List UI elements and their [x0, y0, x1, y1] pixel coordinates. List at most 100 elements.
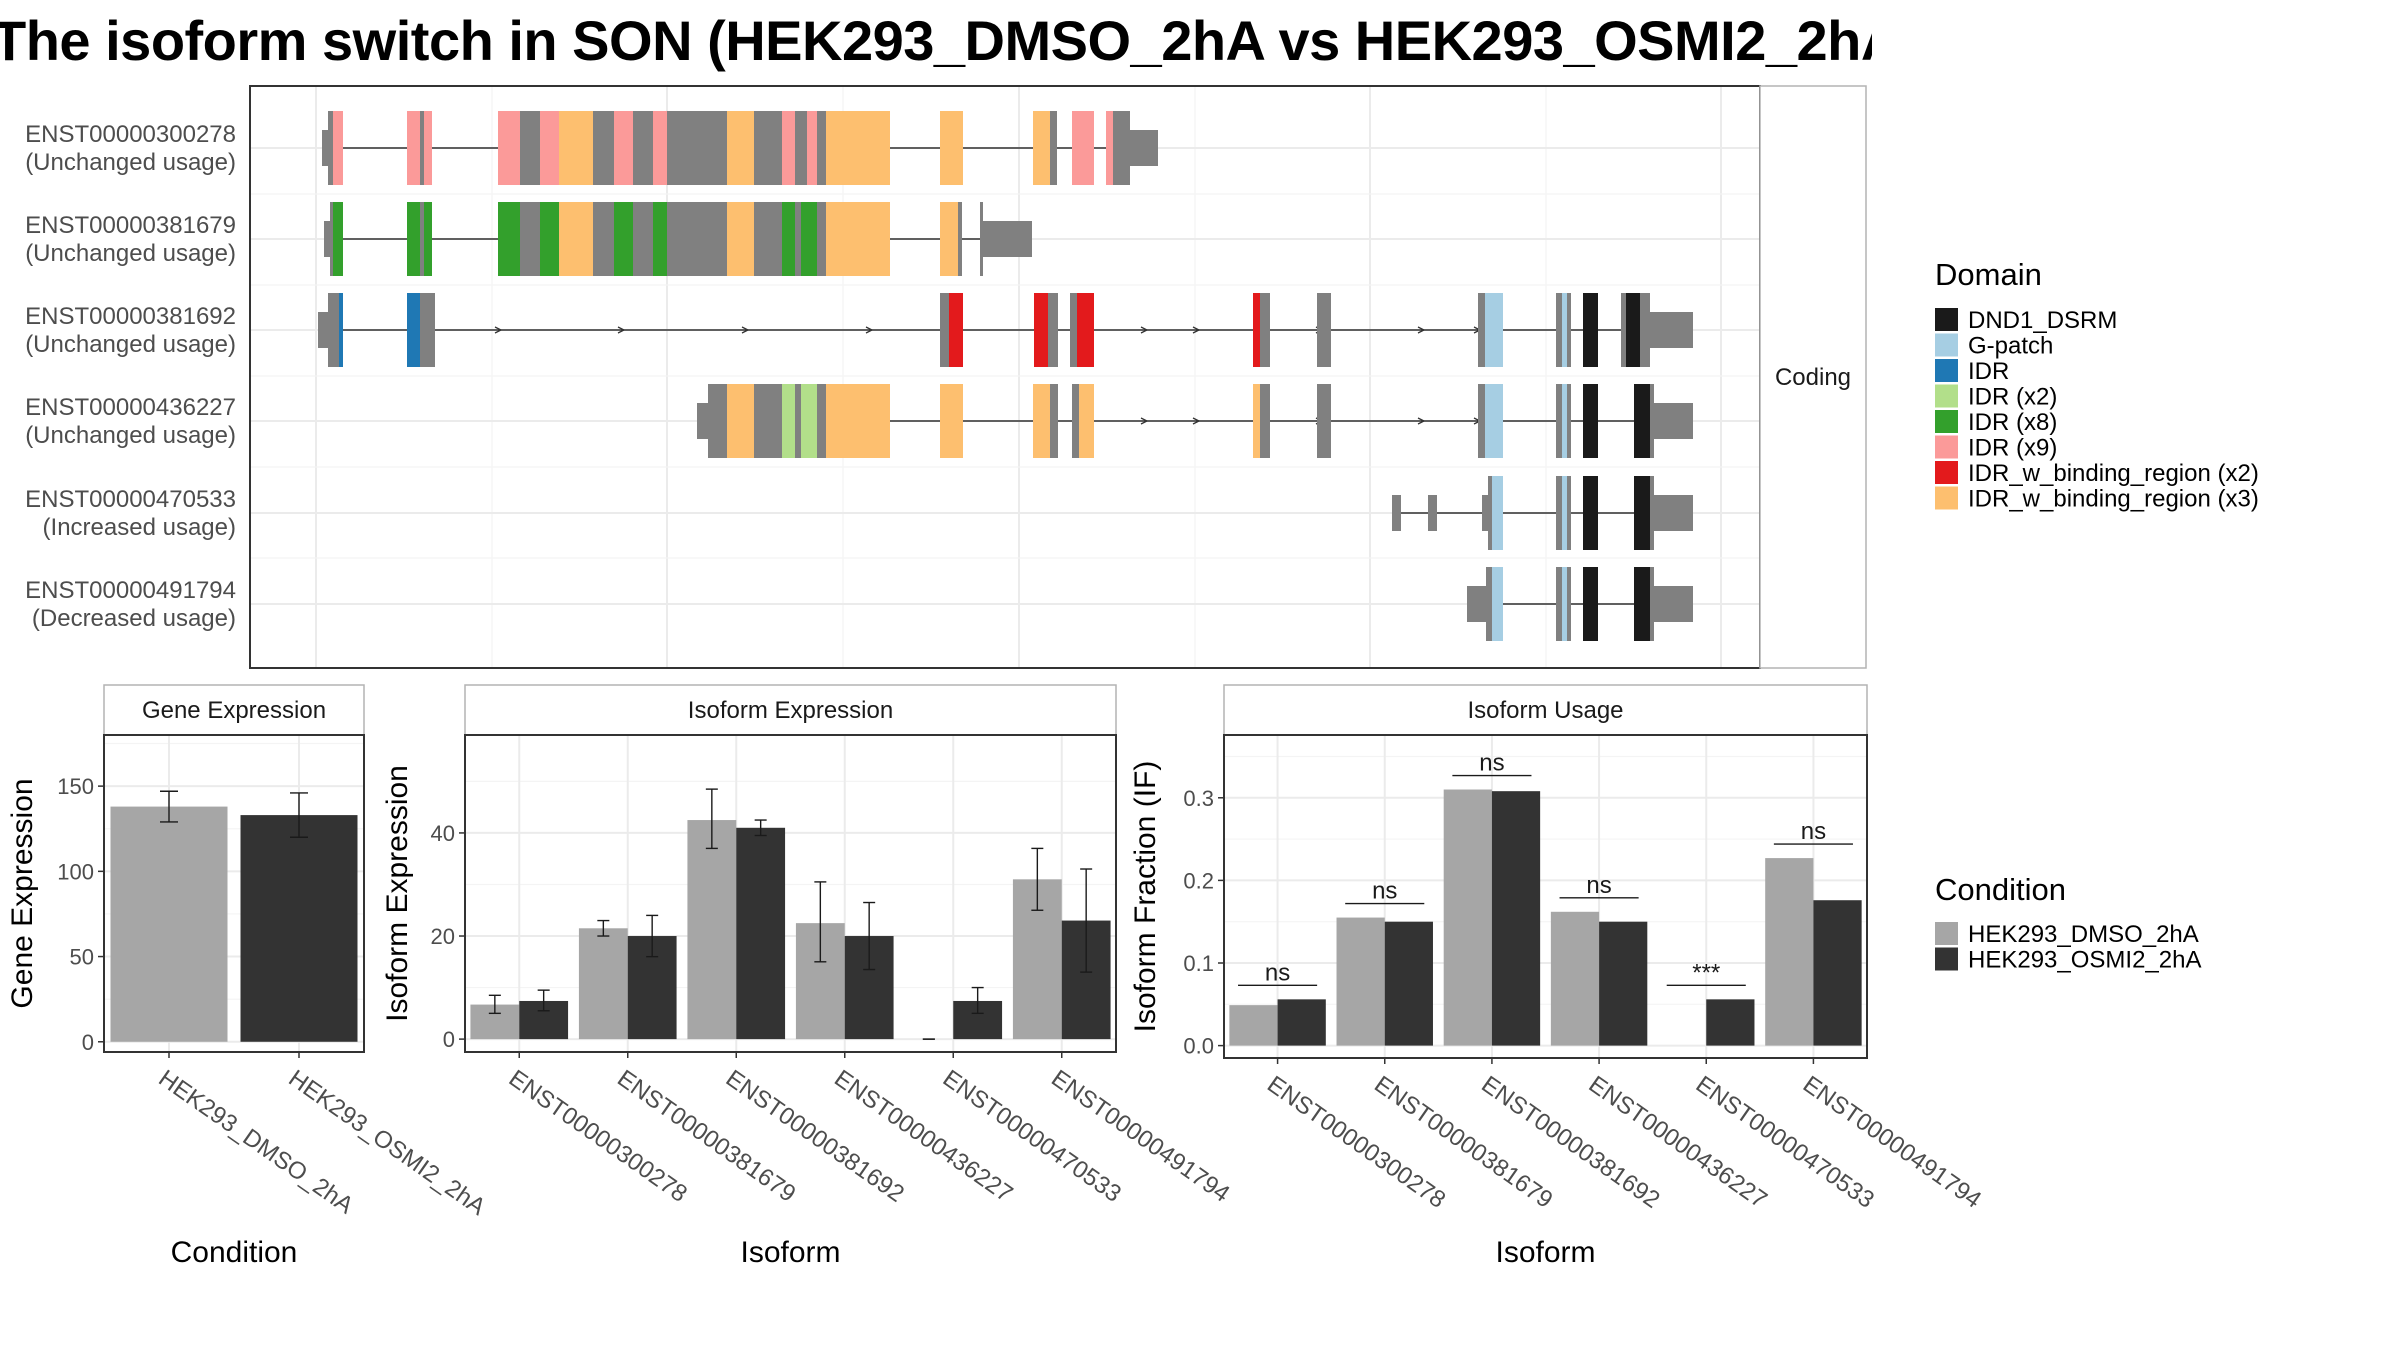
utr-block	[1428, 495, 1437, 531]
legend-domain-label: G-patch	[1968, 333, 2053, 360]
utr-block	[1392, 495, 1401, 531]
y-tick-label: 0.3	[1183, 786, 1214, 811]
domain-idr-x9	[333, 111, 343, 185]
exon-block	[1556, 293, 1562, 367]
panel-strip-title: Isoform Expression	[688, 697, 893, 724]
legend-domain-key	[1935, 486, 1958, 510]
significance-label: ns	[1586, 872, 1611, 899]
x-tick-label: ENST00000491794	[1798, 1071, 1986, 1214]
utr-block	[1467, 586, 1488, 622]
exon-block	[678, 202, 727, 276]
legend-domain-label: IDR	[1968, 358, 2009, 385]
domain-idr-x2	[782, 384, 795, 458]
exon-block	[754, 384, 782, 458]
domain-idr-binding-x3	[559, 111, 593, 185]
exon-block	[754, 111, 782, 185]
significance-label: ns	[1265, 959, 1290, 986]
isoform-id-label: ENST00000491794	[25, 577, 236, 604]
legend-domain-key	[1935, 308, 1958, 331]
utr-block	[1130, 130, 1158, 166]
exon-block	[420, 293, 435, 367]
bar	[1599, 921, 1648, 1046]
x-tick-label: ENST00000491794	[1046, 1065, 1234, 1208]
legend-domain-label: IDR_w_binding_region (x3)	[1968, 486, 2259, 513]
y-tick-label: 0.0	[1183, 1034, 1214, 1059]
isoform-usage-label: (Unchanged usage)	[25, 240, 236, 267]
panel-strip-title: Isoform Usage	[1467, 697, 1623, 724]
isoform-id-label: ENST00000381679	[25, 212, 236, 239]
domain-idr-x8	[407, 202, 432, 276]
exon-block	[633, 202, 653, 276]
y-axis-title: Isoform Expression	[381, 765, 414, 1022]
exon-block	[667, 202, 678, 276]
legend-condition-title: Condition	[1935, 872, 2066, 907]
legend-domain-label: DND1_DSRM	[1968, 307, 2117, 334]
exon-block	[420, 202, 424, 276]
legend-domain-key	[1935, 384, 1958, 408]
domain-idr-x9	[653, 111, 667, 185]
intron-arrow	[865, 326, 874, 334]
isoform-usage-label: (Decreased usage)	[32, 605, 236, 632]
domain-idr-x9	[1072, 111, 1094, 185]
domain-idr	[407, 293, 420, 367]
intron-arrow	[1417, 326, 1426, 334]
bar	[1443, 789, 1492, 1046]
domain-idr-x9	[1106, 111, 1113, 185]
x-axis-title: Condition	[171, 1236, 298, 1269]
domain-idr-binding-x3	[727, 202, 754, 276]
domain-g-patch	[1492, 567, 1503, 641]
legend-domain-label: IDR (x8)	[1968, 409, 2057, 436]
structure-panel-bg	[250, 86, 1760, 668]
exon-block	[1640, 293, 1650, 367]
bar	[1765, 858, 1814, 1046]
exon-block	[795, 111, 807, 185]
exon-block	[633, 111, 653, 185]
domain-idr-x8	[801, 202, 817, 276]
exon-block	[1621, 293, 1626, 367]
exon-block	[1050, 384, 1058, 458]
domain-dnd1-dsrm	[1583, 476, 1598, 550]
domain-idr-binding-x2	[1253, 293, 1260, 367]
exon-block	[1050, 111, 1057, 185]
x-tick-label: ENST00000381679	[612, 1065, 800, 1208]
legend-domain-key	[1935, 333, 1958, 357]
legend-domain-label: IDR (x9)	[1968, 435, 2057, 462]
domain-dnd1-dsrm	[1634, 567, 1650, 641]
domain-idr-x8	[540, 202, 559, 276]
bar	[736, 827, 786, 1040]
exon-block	[1567, 567, 1571, 641]
exon-block	[1567, 384, 1571, 458]
domain-g-patch	[1562, 476, 1567, 550]
exon-block	[1072, 384, 1079, 458]
domain-g-patch	[1492, 476, 1503, 550]
x-tick-label: ENST00000470533	[1691, 1071, 1879, 1214]
exon-block	[1478, 293, 1485, 367]
x-tick-label: ENST00000381692	[1476, 1071, 1664, 1214]
intron-arrow	[1417, 417, 1426, 425]
bar	[1229, 1005, 1278, 1046]
bar	[1277, 999, 1326, 1046]
exon-block	[708, 384, 727, 458]
intron-arrow	[1140, 417, 1149, 425]
domain-idr	[339, 293, 343, 367]
exon-block	[1317, 293, 1331, 367]
domain-idr-binding-x3	[826, 111, 890, 185]
domain-idr-x8	[333, 202, 343, 276]
panel-strip	[464, 684, 1117, 736]
domain-idr-binding-x3	[1079, 384, 1094, 458]
utr-block	[324, 221, 332, 257]
exon-block	[1556, 384, 1562, 458]
utr-block	[983, 221, 1032, 257]
legend-domain-title: Domain	[1935, 257, 2042, 292]
intron-arrow	[741, 326, 750, 334]
domain-idr-binding-x3	[1253, 384, 1260, 458]
exon-block	[1113, 111, 1130, 185]
intron-arrow	[1140, 326, 1149, 334]
legend-domain-key	[1935, 410, 1958, 433]
domain-idr-x9	[407, 111, 432, 185]
domain-dnd1-dsrm	[1634, 476, 1650, 550]
intron-arrow	[494, 326, 503, 334]
y-tick-label: 0	[443, 1027, 455, 1052]
domain-idr-x9	[540, 111, 559, 185]
domain-g-patch	[1562, 567, 1567, 641]
